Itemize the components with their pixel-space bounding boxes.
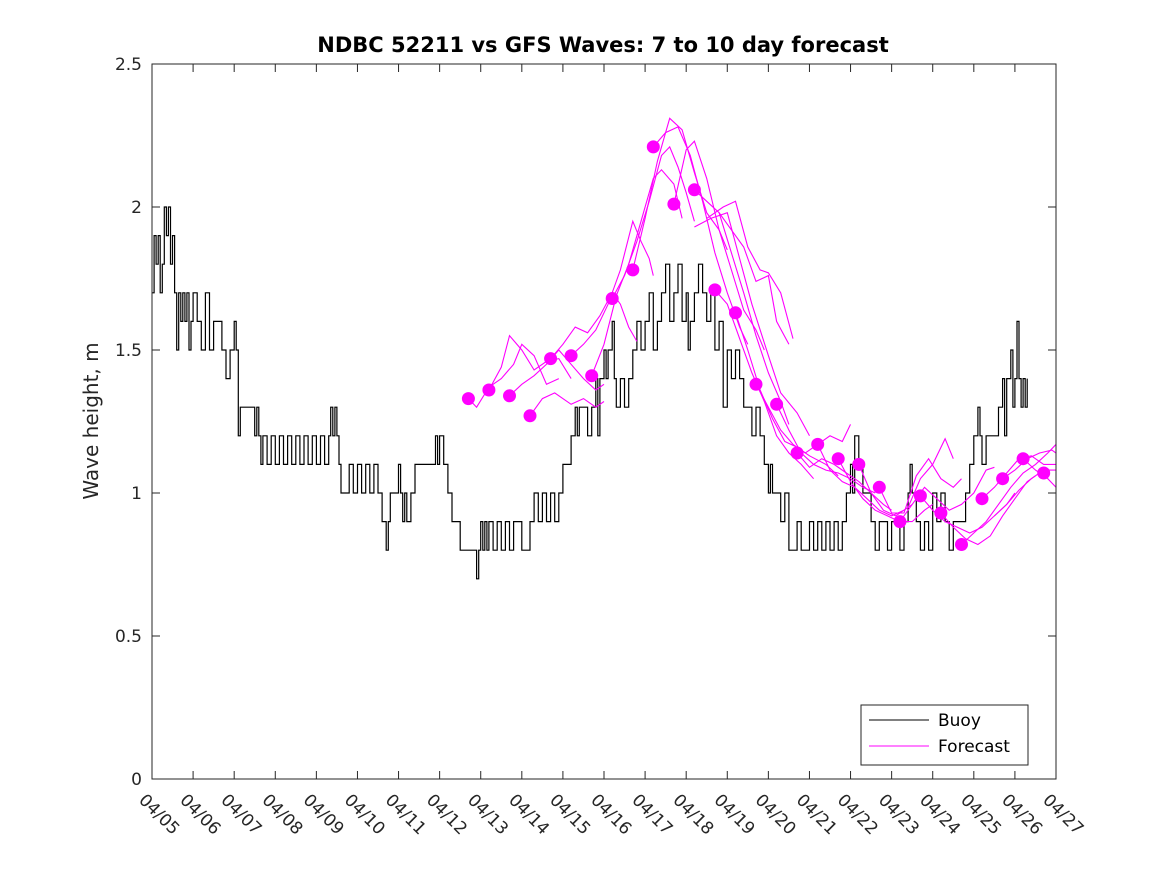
legend: Buoy Forecast	[860, 704, 1029, 766]
buoy-series	[152, 206, 1028, 580]
x-tick-label: 04/18	[669, 790, 718, 839]
forecast-marker	[975, 492, 989, 506]
x-tick-label: 04/05	[134, 790, 183, 839]
forecast-marker	[1037, 466, 1051, 480]
forecast-line	[734, 312, 839, 477]
forecast-marker	[872, 480, 886, 494]
forecast-markers	[461, 140, 1051, 551]
forecast-marker	[605, 292, 619, 305]
forecast-line	[509, 349, 605, 397]
forecast-marker	[667, 197, 681, 211]
forecast-line	[570, 219, 654, 357]
forecast-line	[632, 117, 728, 271]
forecast-marker	[503, 389, 516, 403]
x-tick-label: 04/22	[833, 790, 882, 839]
x-tick-label: 04/14	[504, 790, 553, 839]
forecast-lines	[468, 117, 1056, 546]
x-tick-label: 04/11	[381, 790, 430, 839]
forecast-marker	[544, 352, 558, 366]
plot-frame	[151, 63, 1057, 780]
x-tick-label: 04/10	[340, 790, 389, 839]
x-tick-label: 04/15	[545, 790, 594, 839]
buoy-line	[152, 206, 1028, 580]
forecast-marker	[996, 472, 1010, 486]
forecast-marker	[934, 506, 948, 520]
legend-buoy-label: Buoy	[938, 711, 981, 731]
y-tick-label: 2	[131, 198, 142, 218]
forecast-marker	[646, 140, 660, 154]
forecast-marker	[831, 452, 845, 466]
y-tick-label: 1	[131, 484, 142, 504]
forecast-line	[858, 437, 954, 517]
forecast-line	[488, 334, 572, 391]
x-tick-label: 04/17	[628, 790, 677, 839]
forecast-line	[878, 457, 962, 514]
forecast-marker	[708, 283, 722, 297]
x-tick-label: 04/09	[299, 790, 348, 839]
x-tick-label: 04/25	[956, 790, 1005, 839]
forecast-line	[468, 343, 560, 409]
forecast-marker	[523, 409, 537, 423]
x-tick-label: 04/13	[463, 790, 512, 839]
x-tick-label: 04/27	[1038, 790, 1087, 839]
y-tick-label: 0.5	[115, 627, 142, 647]
forecast-marker	[749, 377, 763, 391]
forecast-line	[591, 168, 683, 376]
forecast-line	[694, 189, 790, 425]
forecast-line	[611, 145, 695, 299]
forecast-marker	[913, 489, 927, 503]
y-tick-label: 0	[131, 770, 142, 790]
y-tick-label: 1.5	[115, 341, 142, 361]
forecast-line	[837, 458, 934, 523]
forecast-line	[718, 212, 790, 345]
forecast-line	[550, 291, 638, 359]
forecast-marker	[852, 457, 866, 471]
forecast-marker	[811, 437, 825, 451]
axis-ticks	[151, 63, 1057, 780]
forecast-line	[776, 404, 876, 494]
x-tick-labels: 04/0504/0604/0704/0804/0904/1004/1104/12…	[134, 790, 1087, 839]
forecast-marker	[564, 349, 578, 363]
forecast-marker	[790, 446, 804, 460]
x-tick-label: 04/16	[586, 790, 635, 839]
forecast-marker	[585, 369, 599, 383]
x-tick-label: 04/07	[217, 790, 266, 839]
forecast-line	[1002, 449, 1056, 480]
y-axis-label: Wave height, m	[79, 342, 103, 499]
x-tick-label: 04/23	[874, 790, 923, 839]
y-tick-labels: 0 0.5 1 1.5 2 2.5	[115, 55, 142, 790]
forecast-line	[694, 211, 810, 437]
forecast-marker	[461, 392, 475, 406]
x-tick-label: 04/08	[258, 790, 307, 839]
forecast-line	[529, 392, 605, 417]
forecast-marker	[687, 183, 701, 197]
forecast-marker	[893, 515, 907, 529]
x-tick-label: 04/12	[422, 790, 471, 839]
forecast-line	[940, 475, 1036, 546]
legend-box	[860, 704, 1029, 766]
x-tick-label: 04/21	[792, 790, 841, 839]
x-tick-label: 04/24	[915, 790, 964, 839]
x-tick-label: 04/19	[710, 790, 759, 839]
forecast-marker	[770, 397, 784, 411]
y-tick-label: 2.5	[115, 55, 142, 75]
forecast-marker	[626, 263, 640, 277]
forecast-line	[755, 384, 851, 454]
x-tick-label: 04/20	[751, 790, 800, 839]
forecast-marker	[729, 306, 742, 320]
legend-forecast-label: Forecast	[938, 737, 1010, 757]
forecast-marker	[482, 383, 496, 397]
x-tick-label: 04/26	[997, 790, 1046, 839]
chart-title: NDBC 52211 vs GFS Waves: 7 to 10 day for…	[317, 33, 888, 57]
forecast-marker	[1016, 452, 1030, 466]
forecast-line	[961, 444, 1056, 545]
forecast-line	[706, 200, 794, 339]
forecast-line	[817, 444, 913, 517]
forecast-marker	[955, 538, 968, 551]
x-tick-label: 04/06	[176, 790, 225, 839]
